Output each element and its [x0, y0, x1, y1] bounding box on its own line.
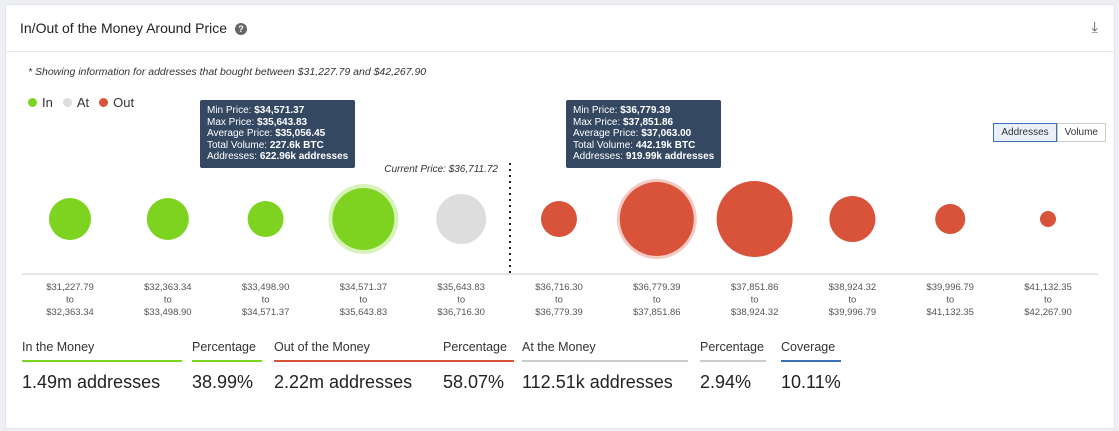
stat-4: At the Money: [522, 340, 688, 362]
stat-value: 38.99%: [192, 372, 254, 392]
stat-6: Coverage: [781, 340, 841, 362]
bubble-out[interactable]: [935, 204, 966, 234]
stat-0: In the Money: [22, 340, 182, 362]
x-tick-label: to: [946, 295, 954, 306]
legend: In At Out: [28, 95, 134, 110]
x-tick-label: to: [359, 295, 367, 306]
x-tick-label: $32,363.34: [46, 307, 94, 318]
addresses-button[interactable]: Addresses: [993, 123, 1057, 142]
stat-label: At the Money: [522, 340, 596, 354]
metric-toggle: Addresses Volume: [993, 123, 1106, 142]
stat-label: Percentage: [192, 340, 256, 354]
legend-at[interactable]: At: [62, 95, 89, 110]
x-tick-label: $37,851.86: [731, 282, 779, 293]
range-note: * Showing information for addresses that…: [28, 66, 427, 78]
x-tick-label: to: [457, 295, 465, 306]
question-circle-icon[interactable]: ?: [235, 23, 248, 35]
x-tick-label: $36,779.39: [535, 307, 583, 318]
stat-3: Percentage: [443, 340, 511, 362]
stat-value: 112.51k addresses: [522, 372, 673, 392]
legend-in[interactable]: In: [28, 95, 53, 110]
x-tick-label: to: [1044, 295, 1052, 306]
stat-1: Percentage: [192, 340, 262, 362]
x-tick-label: $37,851.86: [633, 307, 681, 318]
x-tick-label: $41,132.35: [926, 307, 974, 318]
x-tick-label: to: [555, 295, 563, 306]
x-tick-label: $34,571.37: [242, 307, 290, 318]
stat-5: Percentage: [700, 340, 766, 362]
bubble-in[interactable]: [332, 188, 395, 250]
x-tick-label: $31,227.79: [46, 282, 94, 293]
tooltip-bubble-4: Min Price: $34,571.37 Max Price: $35,643…: [200, 100, 356, 168]
bubble-out[interactable]: [829, 196, 876, 242]
stat-label: Percentage: [700, 340, 764, 354]
current-price-label: Current Price: $36,711.72: [384, 164, 498, 175]
x-tick-label: to: [66, 295, 74, 306]
bubble-out[interactable]: [541, 201, 577, 237]
stat-value: 1.49m addresses: [22, 372, 161, 392]
stat-label: Out of the Money: [274, 340, 370, 354]
stat-2: Out of the Money: [274, 340, 514, 362]
x-tick-label: $35,643.83: [437, 282, 485, 293]
bubble-out[interactable]: [619, 182, 694, 256]
stat-label: Percentage: [443, 340, 507, 354]
bubble-out[interactable]: [716, 181, 793, 257]
x-tick-label: to: [848, 295, 856, 306]
download-icon[interactable]: ⤓: [1091, 19, 1098, 36]
bubble-in[interactable]: [247, 201, 284, 237]
x-tick-label: $36,779.39: [633, 282, 681, 293]
x-tick-label: $39,996.79: [829, 307, 877, 318]
x-tick-label: to: [164, 295, 172, 306]
stat-label: In the Money: [22, 340, 95, 354]
bubble-at[interactable]: [436, 194, 487, 244]
x-tick-label: $38,924.32: [731, 307, 779, 318]
x-tick-label: $38,924.32: [829, 282, 877, 293]
card-title: In/Out of the Money Around Price?: [20, 20, 248, 36]
x-tick-label: $36,716.30: [437, 307, 485, 318]
x-tick-label: $39,996.79: [926, 282, 974, 293]
x-tick-label: $41,132.35: [1024, 282, 1072, 293]
x-tick-label: $35,643.83: [340, 307, 388, 318]
stat-value: 2.22m addresses: [274, 372, 413, 392]
stat-value: 2.94%: [700, 372, 752, 392]
x-tick-label: to: [751, 295, 759, 306]
stat-value: 10.11%: [781, 372, 841, 392]
x-tick-label: $33,498.90: [242, 282, 290, 293]
stat-value: 58.07%: [443, 372, 505, 392]
volume-button[interactable]: Volume: [1056, 123, 1106, 142]
bubble-in[interactable]: [146, 198, 189, 240]
bubble-out[interactable]: [1040, 211, 1056, 227]
bubble-in[interactable]: [49, 198, 91, 240]
x-tick-label: $42,267.90: [1024, 307, 1072, 318]
x-tick-label: $34,571.37: [340, 282, 388, 293]
tooltip-bubble-7: Min Price: $36,779.39 Max Price: $37,851…: [566, 100, 722, 168]
x-tick-label: $36,716.30: [535, 282, 583, 293]
x-tick-label: to: [653, 295, 661, 306]
card-header: In/Out of the Money Around Price? ⤓: [6, 5, 1114, 52]
x-tick-label: to: [262, 295, 270, 306]
stat-label: Coverage: [781, 340, 836, 354]
legend-out[interactable]: Out: [99, 95, 134, 110]
x-tick-label: $32,363.34: [144, 282, 192, 293]
x-tick-label: $33,498.90: [144, 307, 192, 318]
title-text: In/Out of the Money Around Price: [20, 20, 228, 36]
